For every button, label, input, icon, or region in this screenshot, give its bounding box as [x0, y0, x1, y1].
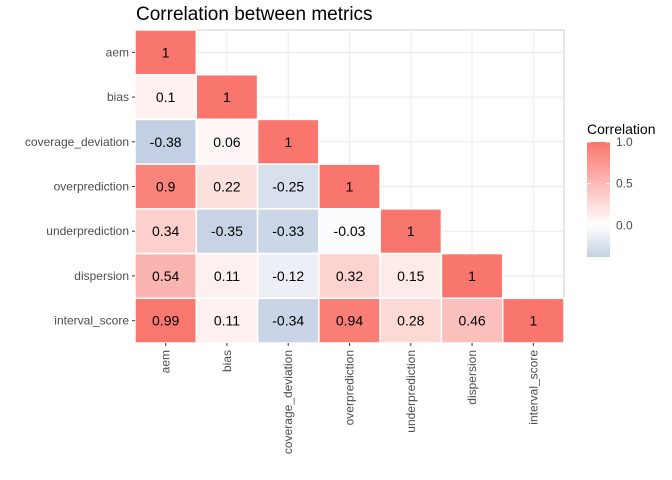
- heatmap-cell: [195, 73, 259, 121]
- legend-break-label: 0.0: [616, 218, 633, 232]
- cell-value-label: 1: [529, 313, 537, 329]
- cell-value-label: 0.11: [214, 313, 240, 329]
- cell-value-label: -0.25: [272, 179, 304, 195]
- x-tick-label: aem: [159, 350, 173, 373]
- cell-value-label: -0.33: [272, 223, 304, 239]
- cell-value-label: -0.34: [272, 313, 304, 329]
- cell-value-label: 0.32: [336, 268, 363, 284]
- legend-break-label: 1.0: [616, 135, 633, 149]
- cell-value-label: -0.12: [272, 268, 304, 284]
- cell-value-label: 0.28: [397, 313, 424, 329]
- y-tick-label: aem: [106, 45, 129, 59]
- cell-value-label: 1: [284, 134, 292, 150]
- cell-value-label: 0.06: [213, 134, 240, 150]
- heatmap-cell: [134, 73, 198, 121]
- y-tick-label: dispersion: [74, 269, 129, 283]
- heatmap-cell: [134, 252, 198, 300]
- cell-value-label: 0.11: [214, 268, 240, 284]
- heatmap-cell: [501, 297, 565, 344]
- y-tick-label: interval_score: [54, 314, 129, 328]
- cell-value-label: 0.9: [156, 179, 176, 195]
- y-axis-ticks: aem bias coverage_deviation overprediction u…: [25, 45, 135, 328]
- cell-value-label: 0.99: [152, 313, 179, 329]
- heatmap-cell: [318, 297, 381, 344]
- cell-value-label: 1: [346, 179, 354, 195]
- heatmap-cell: [379, 208, 443, 255]
- heatmap-cell: [134, 208, 198, 255]
- legend-ticks: 1.0 0.5 0.0: [587, 135, 633, 232]
- heatmap-cell: [318, 208, 381, 255]
- cell-value-label: 0.15: [397, 268, 424, 284]
- y-tick-label: overprediction: [54, 180, 129, 194]
- heatmap-cell: [195, 163, 259, 210]
- legend-break-label: 0.5: [616, 177, 633, 191]
- cell-value-label: -0.35: [211, 223, 243, 239]
- cell-value-label: 0.46: [458, 313, 485, 329]
- legend: Correlation 1.0 0.5 0.0: [587, 121, 655, 257]
- y-tick-label: underprediction: [46, 224, 129, 238]
- cell-value-label: 0.22: [213, 179, 240, 195]
- x-tick-label: interval_score: [526, 350, 540, 425]
- cell-value-label: 0.94: [336, 313, 363, 329]
- y-tick-label: coverage_deviation: [25, 135, 129, 149]
- cell-value-label: 0.1: [156, 89, 176, 105]
- cell-value-label: 0.54: [152, 268, 179, 284]
- x-tick-label: bias: [220, 350, 234, 372]
- chart-title: Correlation between metrics: [136, 4, 373, 25]
- cell-value-label: 1: [162, 44, 170, 60]
- heatmap-cell: [440, 297, 504, 344]
- cell-labels: 10.1 1-0.38 0.06 10.9 0.22 -0.25 10.34 -0.35 -0.…: [150, 44, 538, 328]
- y-tick-label: bias: [107, 90, 129, 104]
- legend-title: Correlation: [587, 121, 655, 137]
- legend-colorbar: [587, 142, 610, 257]
- heatmap-cells: [134, 29, 565, 344]
- cell-value-label: 1: [468, 268, 476, 284]
- x-tick-label: overprediction: [343, 350, 357, 425]
- heatmap-cell: [379, 252, 443, 300]
- x-axis-ticks: aem bias coverage_deviation overprediction u…: [159, 343, 540, 454]
- heatmap-cell: [256, 208, 320, 255]
- cell-value-label: -0.03: [334, 223, 366, 239]
- cell-value-label: 0.34: [152, 223, 179, 239]
- cell-value-label: -0.38: [150, 134, 182, 150]
- x-tick-label: coverage_deviation: [281, 350, 295, 454]
- cell-value-label: 1: [407, 223, 415, 239]
- x-tick-label: underprediction: [404, 350, 418, 433]
- cell-value-label: 1: [223, 89, 231, 105]
- x-tick-label: dispersion: [465, 350, 479, 405]
